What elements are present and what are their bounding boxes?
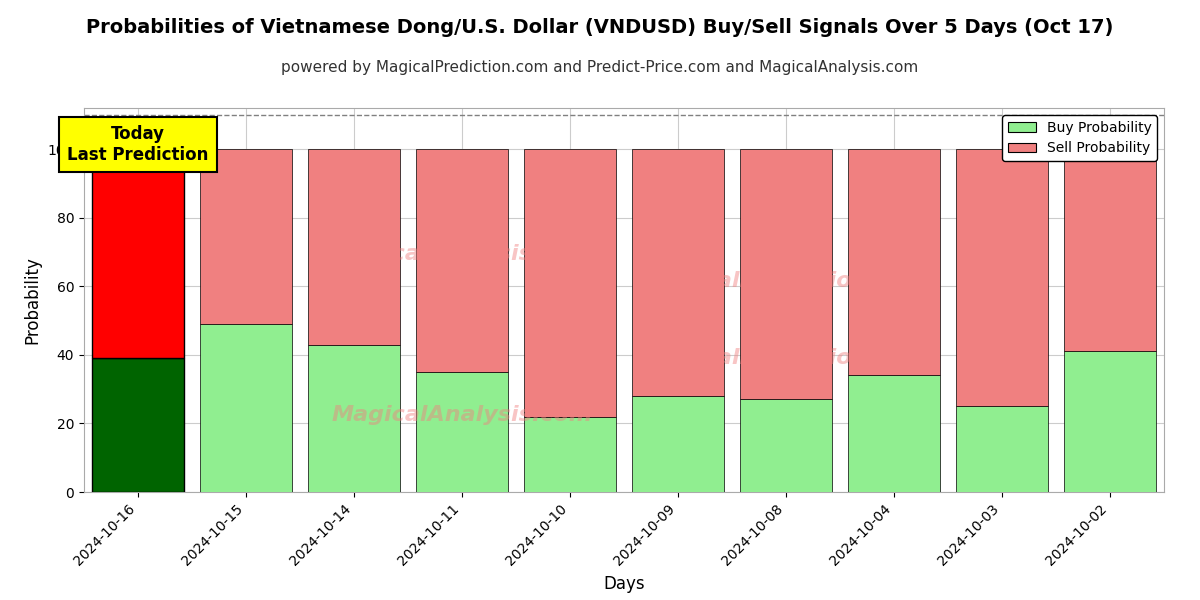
Text: powered by MagicalPrediction.com and Predict-Price.com and MagicalAnalysis.com: powered by MagicalPrediction.com and Pre… — [281, 60, 919, 75]
Text: MagicalAnalysis.com: MagicalAnalysis.com — [331, 244, 593, 264]
Bar — [1064, 352, 1156, 492]
Bar — [200, 324, 292, 492]
Text: Today
Last Prediction: Today Last Prediction — [67, 125, 209, 164]
Text: MagicalPrediction.com: MagicalPrediction.com — [643, 271, 929, 291]
Bar — [848, 149, 940, 376]
Bar — [1064, 149, 1156, 352]
Bar — [632, 149, 724, 396]
Bar — [92, 358, 184, 492]
Bar — [200, 149, 292, 324]
Bar — [740, 149, 832, 400]
Text: MagicalPrediction.com: MagicalPrediction.com — [643, 347, 929, 368]
Bar — [416, 149, 508, 372]
Bar — [308, 344, 400, 492]
Bar — [956, 406, 1048, 492]
Bar — [416, 372, 508, 492]
Text: Probabilities of Vietnamese Dong/U.S. Dollar (VNDUSD) Buy/Sell Signals Over 5 Da: Probabilities of Vietnamese Dong/U.S. Do… — [86, 18, 1114, 37]
Bar — [524, 416, 616, 492]
Bar — [848, 376, 940, 492]
X-axis label: Days: Days — [604, 575, 644, 593]
Legend: Buy Probability, Sell Probability: Buy Probability, Sell Probability — [1002, 115, 1157, 161]
Bar — [308, 149, 400, 344]
Text: MagicalAnalysis.com: MagicalAnalysis.com — [331, 405, 593, 425]
Bar — [92, 149, 184, 358]
Bar — [956, 149, 1048, 406]
Bar — [740, 400, 832, 492]
Y-axis label: Probability: Probability — [23, 256, 41, 344]
Bar — [632, 396, 724, 492]
Bar — [524, 149, 616, 416]
